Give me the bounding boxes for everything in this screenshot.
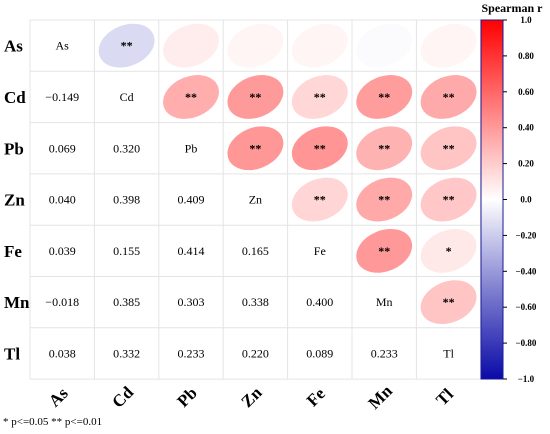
colorbar-ticks: 1.0 0.80 0.60 0.40 0.20 0.0 −0.20 −0.40 −0.60 −0.… — [503, 15, 537, 384]
coefficient-value: 0.332 — [113, 346, 140, 360]
colorbar-tick-label: −0.80 — [516, 338, 537, 348]
column-label: As — [45, 383, 72, 410]
coefficient-value: 0.233 — [178, 346, 205, 360]
colorbar-tick-label: 0.40 — [518, 123, 534, 133]
correlation-ellipse — [420, 126, 477, 171]
row-label: Mn — [4, 293, 30, 312]
colorbar-gradient — [480, 19, 504, 380]
significance-mark: ** — [314, 141, 326, 155]
colorbar-tick-label: −0.60 — [516, 302, 537, 312]
significance-mark: ** — [443, 90, 455, 104]
significance-mark: ** — [378, 193, 390, 207]
row-label: Pb — [4, 139, 24, 158]
significance-mark: ** — [378, 141, 390, 155]
row-label: Cd — [4, 88, 26, 107]
significance-mark: * — [446, 244, 452, 258]
correlation-ellipse — [420, 228, 477, 273]
diagonal-label: Tl — [443, 346, 454, 360]
significance-mark: ** — [121, 39, 133, 53]
coefficient-value: 0.039 — [49, 244, 76, 258]
column-label: Cd — [108, 382, 137, 411]
significance-mark: ** — [378, 90, 390, 104]
coefficient-value: 0.400 — [306, 295, 333, 309]
diagonal-label: Zn — [249, 193, 262, 207]
colorbar-tick-label: 0.60 — [518, 87, 534, 97]
coefficient-value: 0.040 — [49, 193, 76, 207]
row-label: Zn — [4, 191, 25, 210]
colorbar-tick-label: −1.0 — [518, 374, 535, 384]
correlation-ellipse — [356, 75, 413, 119]
correlation-ellipse — [98, 23, 155, 68]
diagonal-label: Fe — [314, 244, 326, 258]
ellipses — [98, 23, 477, 325]
correlation-ellipse — [356, 228, 413, 273]
significance-mark: ** — [314, 193, 326, 207]
correlation-ellipse — [227, 23, 284, 68]
colorbar-tick-label: −0.40 — [516, 266, 537, 276]
correlation-ellipse — [291, 23, 348, 68]
colorbar-tick-label: 1.0 — [520, 15, 532, 25]
correlation-ellipse — [291, 75, 348, 119]
significance-mark: ** — [249, 90, 261, 104]
diagonal-label: Mn — [376, 295, 393, 309]
coefficient-value: 0.069 — [49, 141, 76, 155]
significance-mark: ** — [378, 244, 390, 258]
coefficient-value: 0.338 — [242, 295, 269, 309]
column-label: Pb — [173, 383, 200, 410]
coefficient-value: 0.320 — [113, 141, 140, 155]
coefficient-value: −0.149 — [45, 90, 79, 104]
correlation-ellipse — [291, 177, 348, 222]
coefficient-value: 0.233 — [371, 346, 398, 360]
coefficient-value: 0.038 — [49, 346, 76, 360]
significance-mark: ** — [443, 141, 455, 155]
significance-mark: ** — [443, 193, 455, 207]
coefficient-value: 0.398 — [113, 193, 140, 207]
colorbar: Spearman r 1.0 0.80 0.60 0.40 0.20 0.0 −0.20 −0… — [480, 1, 544, 384]
row-label: Fe — [4, 242, 22, 261]
correlation-ellipse — [420, 280, 477, 325]
diagonal-label: Cd — [120, 90, 134, 104]
correlation-ellipse — [356, 126, 413, 171]
column-label: Fe — [303, 384, 329, 410]
colorbar-title: Spearman r — [482, 1, 544, 15]
coefficient-value: −0.018 — [45, 295, 79, 309]
colorbar-tick-label: 0.80 — [518, 51, 534, 61]
coefficient-value: 0.414 — [178, 244, 205, 258]
coefficient-value: 0.220 — [242, 346, 269, 360]
correlation-ellipse — [420, 75, 477, 119]
significance-mark: ** — [185, 90, 197, 104]
column-label: Tl — [432, 385, 457, 410]
cell-texts: As **−0.149 Cd ** ** ** ** **0.069 0.320 Pb ** ** **… — [45, 39, 454, 361]
significance-footnote: * p<=0.05 ** p<=0.01 — [3, 416, 102, 428]
coefficient-value: 0.409 — [178, 193, 205, 207]
significance-mark: ** — [443, 295, 455, 309]
coefficient-value: 0.303 — [178, 295, 205, 309]
column-label: Zn — [237, 383, 266, 412]
correlation-ellipse — [163, 75, 219, 119]
row-label: Tl — [4, 344, 20, 363]
correlation-ellipse — [356, 177, 413, 222]
correlation-ellipse — [420, 23, 477, 68]
grid — [29, 19, 482, 380]
row-label: As — [4, 37, 23, 56]
correlation-ellipse — [420, 177, 477, 222]
correlation-ellipse — [227, 126, 284, 171]
correlation-ellipse — [227, 75, 284, 119]
diagonal-label: As — [56, 39, 70, 53]
significance-mark: ** — [249, 141, 261, 155]
coefficient-value: 0.165 — [242, 244, 269, 258]
diagonal-label: Pb — [185, 141, 198, 155]
coefficient-value: 0.155 — [113, 244, 140, 258]
colorbar-tick-label: 0.0 — [520, 195, 532, 205]
correlation-ellipse — [291, 126, 348, 171]
column-label: Mn — [365, 381, 397, 413]
coefficient-value: 0.385 — [113, 295, 140, 309]
correlation-ellipse — [356, 23, 413, 68]
significance-mark: ** — [314, 90, 326, 104]
colorbar-tick-label: 0.20 — [518, 159, 534, 169]
coefficient-value: 0.089 — [306, 346, 333, 360]
colorbar-tick-label: −0.20 — [516, 230, 537, 240]
correlation-ellipse — [163, 23, 219, 68]
